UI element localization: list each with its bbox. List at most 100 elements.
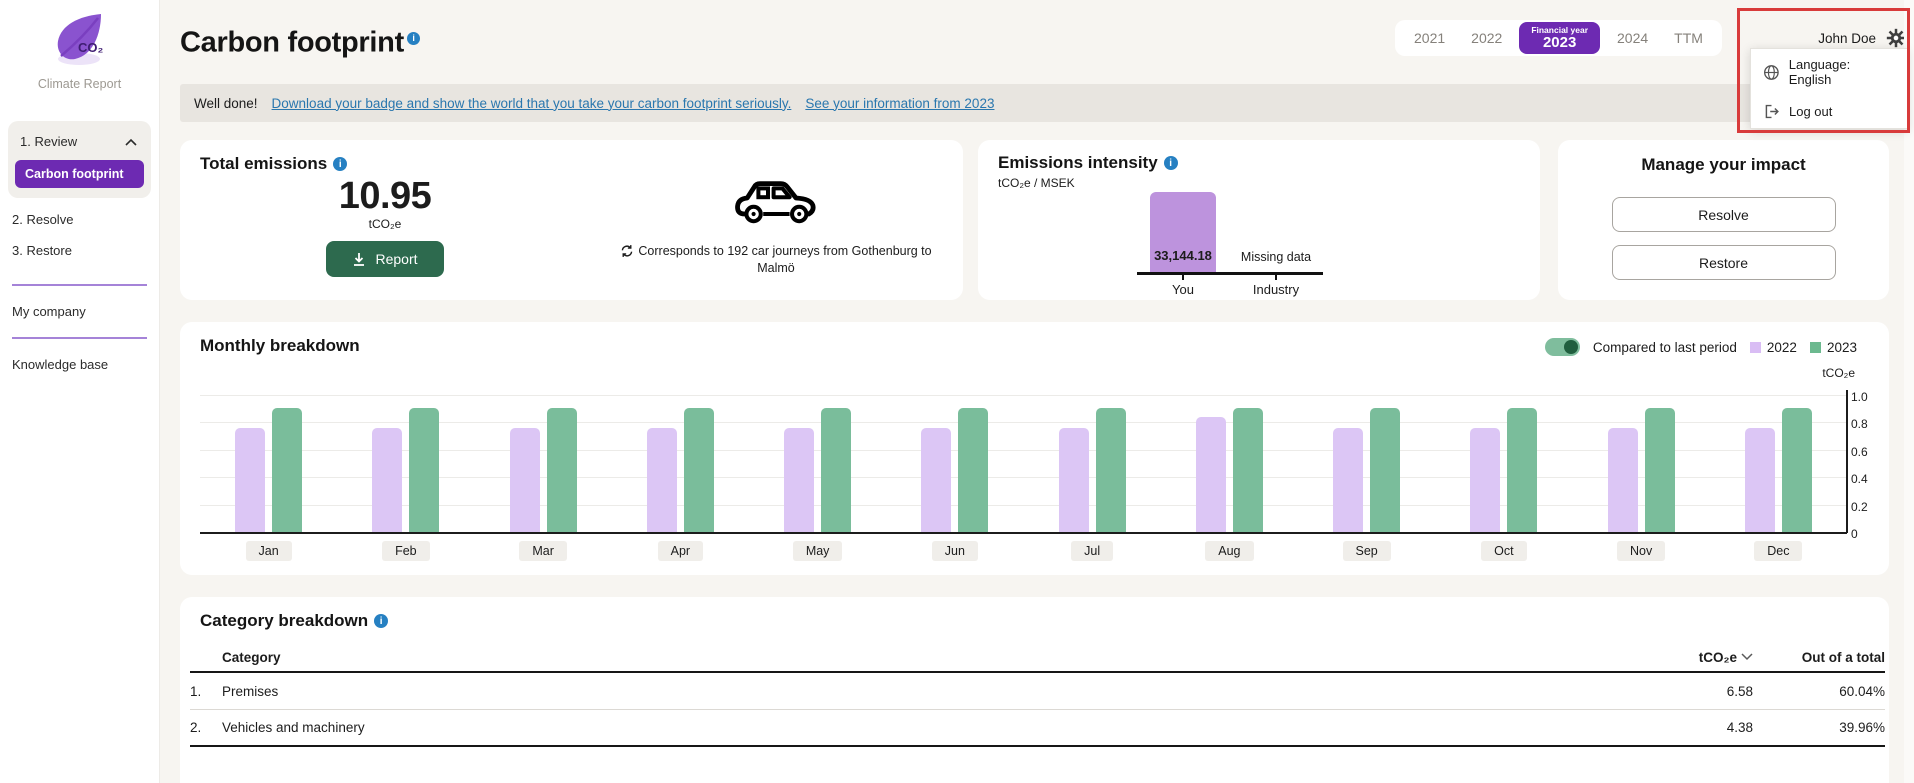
bar-2023-May[interactable] <box>821 408 851 533</box>
monthly-breakdown-card: Monthly breakdown Compared to last perio… <box>180 322 1889 575</box>
download-icon <box>352 252 366 267</box>
month-group: Apr <box>612 390 749 561</box>
legend-2022[interactable]: 2022 <box>1750 340 1797 355</box>
page-title-text: Carbon footprint <box>180 27 404 59</box>
app-logo[interactable]: CO₂ <box>30 12 130 71</box>
bar-2023-Mar[interactable] <box>547 408 577 533</box>
bar-2023-Sep[interactable] <box>1370 408 1400 533</box>
tab-2024[interactable]: 2024 <box>1604 30 1661 46</box>
report-button-label: Report <box>375 251 417 267</box>
sidebar-item-my-company[interactable]: My company <box>0 286 159 321</box>
sidebar-item-knowledge-base[interactable]: Knowledge base <box>0 339 159 374</box>
month-group: May <box>749 390 886 561</box>
total-emissions-title-text: Total emissions <box>200 154 327 174</box>
tab-ttm[interactable]: TTM <box>1661 30 1716 46</box>
column-header-total: Out of a total <box>1753 650 1885 665</box>
emissions-intensity-title-text: Emissions intensity <box>998 153 1158 173</box>
sidebar-item-restore[interactable]: 3. Restore <box>0 229 159 260</box>
well-done-banner: Well done! Download your badge and show … <box>180 84 1889 122</box>
bar-2022-Mar[interactable] <box>510 428 540 533</box>
sort-chevron-icon[interactable] <box>1741 653 1753 661</box>
tab-financial-year-2023[interactable]: Financial year 2023 <box>1519 22 1600 54</box>
row-tco2e: 6.58 <box>1623 684 1753 699</box>
row-tco2e: 4.38 <box>1623 720 1753 735</box>
tab-2022[interactable]: 2022 <box>1458 30 1515 46</box>
compare-toggle[interactable] <box>1545 338 1580 356</box>
bar-2022-Jul[interactable] <box>1059 428 1089 533</box>
month-label: Dec <box>1754 541 1802 561</box>
user-dropdown-menu: Language: English Log out <box>1750 48 1908 129</box>
compare-toggle-label: Compared to last period <box>1593 340 1737 355</box>
restore-button[interactable]: Restore <box>1612 245 1836 280</box>
bar-2022-Sep[interactable] <box>1333 428 1363 533</box>
gear-icon[interactable] <box>1886 28 1906 48</box>
legend-2023-swatch <box>1810 342 1821 353</box>
table-row[interactable]: 1. Premises 6.58 60.04% <box>190 673 1885 710</box>
bar-2023-Jun[interactable] <box>958 408 988 533</box>
sidebar-item-carbon-footprint[interactable]: Carbon footprint <box>15 160 144 188</box>
month-label: Feb <box>382 541 430 561</box>
bar-2022-Nov[interactable] <box>1608 428 1638 533</box>
active-tab-year: 2023 <box>1531 35 1588 51</box>
emissions-intensity-card: Emissions intensity i tCO₂e / MSEK 33,14… <box>978 140 1540 300</box>
report-button[interactable]: Report <box>326 241 444 277</box>
bar-2022-Apr[interactable] <box>647 428 677 533</box>
bar-2023-Apr[interactable] <box>684 408 714 533</box>
bar-2022-Oct[interactable] <box>1470 428 1500 533</box>
bar-2023-Feb[interactable] <box>409 408 439 533</box>
industry-tick <box>1275 275 1277 280</box>
bar-2022-Feb[interactable] <box>372 428 402 533</box>
bar-2023-Aug[interactable] <box>1233 408 1263 533</box>
bar-2022-Aug[interactable] <box>1196 417 1226 533</box>
total-emissions-value: 10.95 <box>235 176 535 216</box>
total-emissions-info-icon[interactable]: i <box>333 157 347 171</box>
column-header-category: Category <box>222 650 1623 665</box>
title-info-icon[interactable]: i <box>407 32 420 45</box>
y-axis-unit: tCO₂e <box>1822 366 1855 380</box>
legend-2023[interactable]: 2023 <box>1810 340 1857 355</box>
bar-2023-Oct[interactable] <box>1507 408 1537 533</box>
manage-impact-title: Manage your impact <box>1558 155 1889 175</box>
resolve-button[interactable]: Resolve <box>1612 197 1836 232</box>
emissions-intensity-info-icon[interactable]: i <box>1164 156 1178 170</box>
tab-2021[interactable]: 2021 <box>1401 30 1458 46</box>
see-information-link[interactable]: See your information from 2023 <box>805 96 994 111</box>
climate-report-app: CO₂ Climate Report 1. Review Carbon foot… <box>0 0 1914 783</box>
legend-2022-label: 2022 <box>1767 340 1797 355</box>
manage-impact-card: Manage your impact Resolve Restore <box>1558 140 1889 300</box>
bar-2023-Jan[interactable] <box>272 408 302 533</box>
bar-2023-Jul[interactable] <box>1096 408 1126 533</box>
bar-2023-Nov[interactable] <box>1645 408 1675 533</box>
bar-2022-Jun[interactable] <box>921 428 951 533</box>
month-label: Aug <box>1205 541 1253 561</box>
bar-2022-Dec[interactable] <box>1745 428 1775 533</box>
emissions-intensity-unit: tCO₂e / MSEK <box>998 176 1075 190</box>
menu-item-logout[interactable]: Log out <box>1751 95 1907 128</box>
bar-2022-Jan[interactable] <box>235 428 265 533</box>
bar-2023-Dec[interactable] <box>1782 408 1812 533</box>
y-tick-label: 0.4 <box>1851 472 1885 486</box>
y-tick-label: 0.8 <box>1851 417 1885 431</box>
bar-2022-May[interactable] <box>784 428 814 533</box>
menu-item-language[interactable]: Language: English <box>1751 49 1907 95</box>
row-index: 2. <box>190 720 222 735</box>
table-row[interactable]: 2. Vehicles and machinery 4.38 39.96% <box>190 710 1885 747</box>
industry-label: Industry <box>1226 282 1326 297</box>
page-title: Carbon footprinti <box>180 16 420 60</box>
download-badge-link[interactable]: Download your badge and show the world t… <box>272 96 792 111</box>
language-label: Language: English <box>1789 57 1895 87</box>
month-group: Mar <box>475 390 612 561</box>
month-label: Oct <box>1481 541 1526 561</box>
sidebar-item-resolve[interactable]: 2. Resolve <box>0 198 159 229</box>
month-label: Apr <box>658 541 703 561</box>
sidebar-item-review[interactable]: 1. Review <box>8 125 151 156</box>
category-breakdown-info-icon[interactable]: i <box>374 614 388 628</box>
user-name[interactable]: John Doe <box>1818 31 1876 46</box>
row-share: 39.96% <box>1753 720 1885 735</box>
x-axis-line <box>200 532 1847 534</box>
y-tick-label: 0.2 <box>1851 500 1885 514</box>
row-share: 60.04% <box>1753 684 1885 699</box>
table-header-row: Category tCO₂e Out of a total <box>190 643 1885 673</box>
row-category: Premises <box>222 684 1623 699</box>
sidebar-nav-group: 1. Review Carbon footprint <box>8 121 151 198</box>
